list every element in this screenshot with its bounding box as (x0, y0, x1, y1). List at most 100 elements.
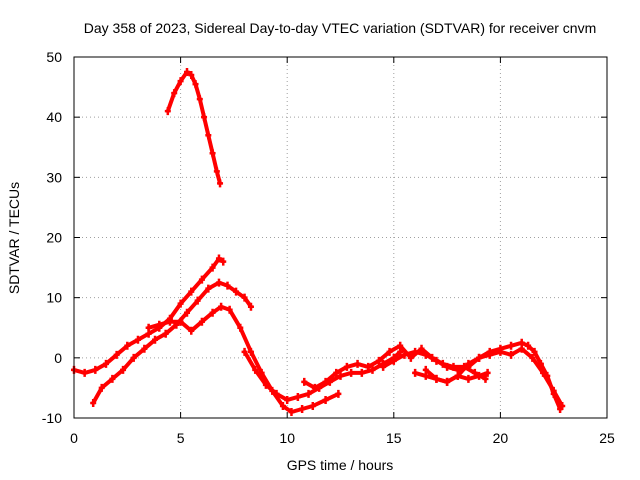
data-point (508, 350, 515, 359)
data-point (201, 113, 208, 122)
x-tick-label: 15 (386, 430, 402, 446)
data-point (301, 377, 308, 386)
data-point (369, 365, 376, 374)
data-point (198, 275, 205, 284)
data-point (145, 323, 152, 332)
data-point (205, 284, 212, 293)
data-point (465, 362, 472, 371)
data-point (262, 380, 269, 389)
data-point (164, 107, 171, 116)
data-point (540, 368, 547, 377)
data-point (335, 389, 342, 398)
data-point (273, 389, 280, 398)
data-point (358, 368, 365, 377)
data-point (365, 362, 372, 371)
data-point (343, 362, 350, 371)
series-line-arc-a (72, 256, 226, 375)
data-point (412, 368, 419, 377)
data-point (476, 371, 483, 380)
data-point (559, 401, 566, 410)
data-point (433, 356, 440, 365)
data-point (531, 347, 538, 356)
data-point (375, 356, 382, 365)
ticks: 0 5 10 15 20 25 -10 0 10 20 30 40 50 (42, 49, 615, 446)
x-axis-label: GPS time / hours (287, 457, 394, 473)
data-point (217, 179, 224, 188)
data-point (198, 317, 205, 326)
data-point (484, 368, 491, 377)
data-point (252, 365, 259, 374)
data-point (322, 377, 329, 386)
data-point (309, 401, 316, 410)
data-point (444, 377, 451, 386)
data-point (550, 386, 557, 395)
data-point (194, 296, 201, 305)
data-point (188, 71, 195, 80)
data-point (299, 404, 306, 413)
data-point (279, 401, 286, 410)
data-point (497, 347, 504, 356)
data-point (152, 335, 159, 344)
data-point (422, 371, 429, 380)
data-point (220, 257, 227, 266)
data-point (241, 347, 248, 356)
data-point (188, 287, 195, 296)
data-point (183, 308, 190, 317)
data-point (380, 362, 387, 371)
data-point (120, 365, 127, 374)
y-tick-label: -10 (42, 410, 62, 426)
data-point (102, 359, 109, 368)
data-point (247, 302, 254, 311)
data-point (337, 371, 344, 380)
data-point (482, 374, 489, 383)
data-point (134, 335, 141, 344)
data-point (162, 329, 169, 338)
y-tick-label: 40 (46, 109, 62, 125)
data-point (397, 341, 404, 350)
data-point (215, 278, 222, 287)
data-point (305, 389, 312, 398)
data-point (224, 281, 231, 290)
data-point (183, 68, 190, 77)
grid (74, 57, 607, 418)
data-point (188, 326, 195, 335)
data-point (226, 305, 233, 314)
data-point (518, 344, 525, 353)
data-point (130, 353, 137, 362)
data-point (90, 398, 97, 407)
y-axis-label: SDTVAR / TECUs (6, 182, 22, 294)
data-point (288, 407, 295, 416)
x-tick-label: 20 (493, 430, 509, 446)
x-tick-label: 10 (279, 430, 295, 446)
data-point (209, 263, 216, 272)
data-point (177, 317, 184, 326)
data-point (525, 341, 532, 350)
y-tick-label: 20 (46, 230, 62, 246)
data-point (422, 350, 429, 359)
data-point (192, 80, 199, 89)
data-point (205, 131, 212, 140)
data-point (209, 308, 216, 317)
data-point (171, 89, 178, 98)
data-point (476, 353, 483, 362)
data-point (92, 365, 99, 374)
data-point (215, 254, 222, 263)
data-point (166, 317, 173, 326)
data-point (454, 371, 461, 380)
data-point (333, 368, 340, 377)
data-point (508, 341, 515, 350)
data-point (433, 374, 440, 383)
data-point (401, 350, 408, 359)
data-point (124, 341, 131, 350)
y-tick-label: 30 (46, 169, 62, 185)
data-point (81, 368, 88, 377)
data-point (412, 347, 419, 356)
data-point (444, 362, 451, 371)
data-point (294, 392, 301, 401)
data-point (529, 353, 536, 362)
x-tick-label: 5 (177, 430, 185, 446)
data-point (196, 95, 203, 104)
data-point (141, 344, 148, 353)
data-point (354, 359, 361, 368)
